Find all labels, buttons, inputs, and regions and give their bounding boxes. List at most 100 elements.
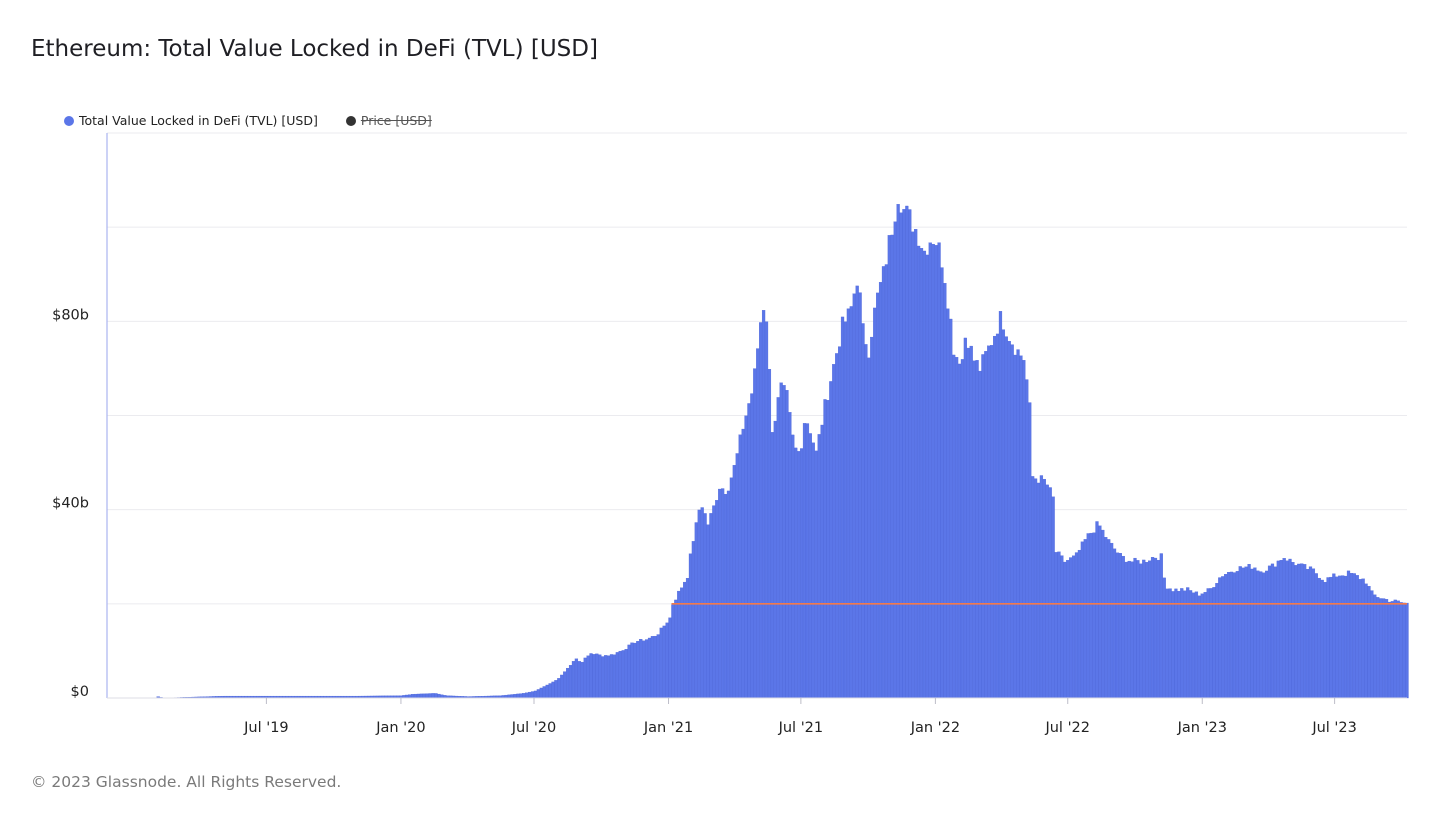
- tvl-bar: [1080, 541, 1084, 699]
- tvl-bar: [993, 335, 997, 699]
- tvl-bar: [738, 434, 742, 699]
- tvl-bar: [890, 234, 894, 699]
- tvl-bar: [1229, 571, 1234, 699]
- tvl-bar: [557, 678, 561, 699]
- tvl-bar: [639, 639, 643, 699]
- legend-item-tvl[interactable]: Total Value Locked in DeFi (TVL) [USD]: [64, 113, 318, 128]
- tvl-bar: [817, 434, 821, 699]
- tvl-bar: [1142, 559, 1146, 699]
- tvl-bar: [1250, 568, 1254, 699]
- tvl-bar: [548, 683, 552, 699]
- tvl-bar: [867, 357, 871, 699]
- tvl-bar: [802, 423, 807, 699]
- tvl-bar: [1253, 567, 1257, 699]
- tvl-bar: [721, 488, 725, 699]
- tvl-bar: [887, 235, 891, 699]
- tvl-bar: [1069, 557, 1073, 699]
- tvl-bar: [539, 687, 543, 699]
- tvl-bar: [1001, 329, 1006, 699]
- tvl-bar: [1083, 539, 1087, 699]
- tvl-bar: [998, 311, 1003, 699]
- tvl-bar: [846, 308, 851, 699]
- tvl-bar: [1127, 560, 1131, 699]
- tvl-bar: [601, 656, 605, 699]
- tvl-bar: [1130, 561, 1134, 699]
- tvl-bar: [1215, 583, 1219, 699]
- tvl-bar: [723, 494, 728, 699]
- tvl-bar: [852, 293, 856, 699]
- tvl-bar: [633, 642, 637, 699]
- tvl-bar: [987, 345, 991, 699]
- tvl-bar: [1174, 588, 1178, 699]
- tvl-bar: [870, 336, 874, 699]
- tvl-bar: [1361, 578, 1365, 699]
- tvl-bar: [1048, 487, 1052, 699]
- tvl-bar: [1197, 595, 1201, 699]
- tvl-bar: [1282, 558, 1286, 699]
- tvl-bar: [741, 428, 745, 699]
- tvl-bar: [823, 399, 827, 699]
- tvl-bar: [919, 248, 924, 699]
- legend-item-price[interactable]: Price [USD]: [345, 113, 432, 128]
- tvl-bar: [604, 655, 608, 699]
- tvl-bar: [902, 209, 906, 699]
- tvl-bar: [1320, 579, 1324, 699]
- tvl-bar: [586, 655, 590, 699]
- tvl-bar: [580, 661, 584, 699]
- tvl-bar: [671, 604, 675, 699]
- tvl-bar: [905, 205, 909, 699]
- tvl-bar: [782, 385, 786, 699]
- tvl-bar: [1352, 573, 1356, 699]
- tvl-bar: [1341, 575, 1345, 699]
- tvl-bar: [1191, 592, 1196, 699]
- tvl-bar: [1118, 552, 1122, 699]
- tvl-bar: [861, 323, 865, 699]
- tvl-bar: [1247, 564, 1251, 699]
- tvl-bar: [595, 653, 599, 699]
- tvl-bar: [878, 282, 883, 699]
- tvl-bar: [826, 400, 830, 699]
- tvl-bar: [1007, 340, 1011, 699]
- tvl-bar: [873, 307, 877, 699]
- x-tick-label: Jul '22: [1044, 720, 1090, 736]
- tvl-bar: [536, 689, 540, 699]
- tvl-bar: [1384, 599, 1389, 699]
- tvl-bar: [554, 680, 558, 699]
- tvl-bar: [1010, 344, 1014, 699]
- tvl-bar: [1004, 336, 1008, 699]
- tvl-bar: [729, 477, 734, 699]
- tvl-bar: [925, 254, 929, 699]
- tvl-bar: [949, 318, 953, 699]
- tvl-bar: [1124, 561, 1128, 699]
- tvl-bar: [522, 693, 526, 699]
- tvl-bar: [1349, 573, 1354, 699]
- tvl-bar: [761, 310, 766, 699]
- tvl-bar: [1332, 573, 1336, 699]
- tvl-bar: [984, 351, 988, 699]
- tvl-bar: [911, 231, 915, 699]
- tvl-bar: [706, 524, 710, 699]
- tvl-bar: [1399, 602, 1403, 699]
- tvl-bar: [1367, 586, 1371, 699]
- x-tick-label: Jul '23: [1311, 720, 1357, 736]
- tvl-bar: [434, 693, 438, 699]
- tvl-bar: [1364, 583, 1368, 699]
- tvl-bar: [1089, 532, 1093, 699]
- tvl-bar: [551, 681, 555, 699]
- legend-dot-price: [345, 115, 356, 126]
- tvl-bar: [718, 488, 722, 699]
- tvl-bars: [156, 204, 1409, 699]
- tvl-bar: [896, 204, 900, 699]
- tvl-bar: [864, 344, 868, 699]
- tvl-bar: [615, 652, 619, 699]
- tvl-bar: [1051, 496, 1055, 699]
- tvl-bar: [1071, 555, 1076, 699]
- tvl-bar: [1086, 533, 1090, 699]
- tvl-bar: [1025, 379, 1029, 699]
- tvl-bar: [1305, 568, 1310, 699]
- chart-title: Ethereum: Total Value Locked in DeFi (TV…: [31, 36, 598, 62]
- tvl-bar: [1194, 591, 1199, 699]
- tvl-bar: [1022, 360, 1026, 699]
- tvl-bar: [893, 221, 897, 699]
- tvl-bar: [1104, 537, 1108, 699]
